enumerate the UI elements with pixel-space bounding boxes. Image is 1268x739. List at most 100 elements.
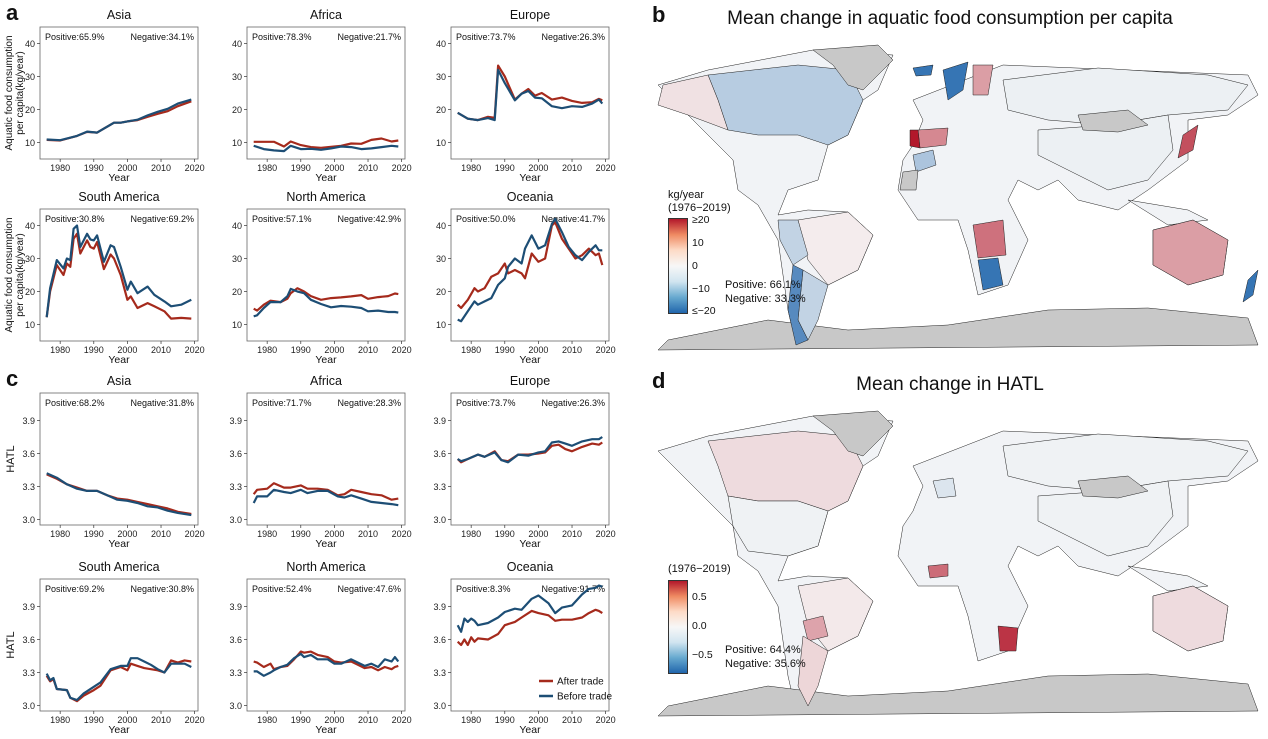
x-tick-label: 2020 <box>185 345 205 355</box>
plot-frame <box>246 208 406 342</box>
y-tick-label: 40 <box>436 221 446 231</box>
panel-label-d: d <box>652 368 666 393</box>
y-tick-label: 20 <box>436 287 446 297</box>
negative-annotation: Negative:31.8% <box>130 398 194 408</box>
x-tick-label: 2000 <box>324 345 344 355</box>
negative-annotation: Negative:91.7% <box>541 584 605 594</box>
chart-svg: Africa 3.0 3.3 3.6 3.9 1980 1990 2000 2010 2020 Ye… <box>229 374 411 550</box>
map-d-positive: Positive: 64.4% <box>725 644 801 656</box>
map-b-tick: ≤−20 <box>692 305 716 317</box>
x-tick-label: 2000 <box>117 163 137 173</box>
y-tick-label: 3.3 <box>229 482 242 492</box>
x-axis-label: Year <box>108 538 130 550</box>
x-tick-label: 2000 <box>324 163 344 173</box>
x-tick-label: 1980 <box>257 345 277 355</box>
chart-a-asia: Asia 10 20 30 40 1980 1990 2000 2010 2020 Year Aqua… <box>0 0 210 184</box>
country-russia <box>1002 67 1249 126</box>
country-iceland <box>912 64 934 77</box>
y-tick-label: 30 <box>25 254 35 264</box>
chart-title: Oceania <box>507 560 554 574</box>
country-argentina <box>797 635 829 707</box>
chart-title: North America <box>286 560 365 574</box>
x-axis-label: Year <box>108 354 130 366</box>
positive-annotation: Positive:50.0% <box>456 214 516 224</box>
map-b-title: Mean change in aquatic food consumption … <box>727 8 1173 29</box>
chart-svg: North America 10 20 30 40 1980 1990 2000 2010 202… <box>232 190 412 366</box>
map-b-positive: Positive: 66.1% <box>725 279 801 291</box>
x-tick-label: 2020 <box>596 163 616 173</box>
y-tick-label: 3.3 <box>433 668 446 678</box>
x-tick-label: 2010 <box>562 163 582 173</box>
y-tick-label: 3.6 <box>22 635 35 645</box>
before-trade-line <box>457 68 604 122</box>
x-tick-label: 2000 <box>324 529 344 539</box>
panel-label-a: a <box>6 0 19 25</box>
country-burkina-faso <box>927 563 949 579</box>
y-tick-label: 3.0 <box>22 701 35 711</box>
chart-svg: Oceania 10 20 30 40 1980 1990 2000 2010 2020 Year P… <box>436 190 616 366</box>
y-tick-label: 3.3 <box>22 668 35 678</box>
x-tick-label: 1980 <box>257 715 277 725</box>
chart-svg: South America 3.0 3.3 3.6 3.9 1980 1990 2000 201… <box>5 560 205 736</box>
after-trade-line <box>456 441 603 464</box>
after-trade-line <box>45 232 192 320</box>
map-b-tick: 0 <box>692 260 698 272</box>
y-tick-label: 3.9 <box>433 602 446 612</box>
y-tick-label: 30 <box>436 72 446 82</box>
y-tick-label: 10 <box>232 138 242 148</box>
positive-annotation: Positive:73.7% <box>456 398 516 408</box>
map-d-tick: 0.5 <box>692 591 707 603</box>
y-tick-label: 20 <box>25 287 35 297</box>
country-france <box>932 477 957 499</box>
y-tick-label: 30 <box>232 254 242 264</box>
positive-annotation: Positive:57.1% <box>252 214 312 224</box>
y-tick-label: 3.3 <box>229 668 242 678</box>
x-tick-label: 2020 <box>185 715 205 725</box>
x-tick-label: 1980 <box>257 529 277 539</box>
map-b-world <box>657 44 1259 351</box>
x-tick-label: 1990 <box>84 345 104 355</box>
country-australia <box>1152 585 1229 652</box>
positive-annotation: Positive:65.9% <box>45 32 105 42</box>
x-tick-label: 2020 <box>185 529 205 539</box>
map-b-legend-unit: kg/year <box>668 189 705 201</box>
country-bolivia <box>802 615 829 642</box>
before-trade-line <box>45 224 192 318</box>
x-tick-label: 1980 <box>461 163 481 173</box>
legend-after-label: After trade <box>557 677 604 688</box>
negative-annotation: Negative:69.2% <box>130 214 194 224</box>
x-tick-label: 2000 <box>117 715 137 725</box>
after-trade-line <box>456 608 603 647</box>
map-d-world <box>657 410 1259 717</box>
y-tick-label: 10 <box>436 138 446 148</box>
antarctica-region <box>657 307 1259 351</box>
country-russia <box>1002 433 1249 492</box>
before-trade-line <box>46 472 192 517</box>
positive-annotation: Positive:8.3% <box>456 584 511 594</box>
landmass-region <box>1127 565 1209 592</box>
x-axis-label: Year <box>315 354 337 366</box>
x-tick-label: 2010 <box>562 529 582 539</box>
country-japan <box>1177 124 1199 159</box>
y-tick-label: 10 <box>25 138 35 148</box>
country-western-sahara <box>899 169 919 191</box>
y-tick-label: 40 <box>232 39 242 49</box>
plot-frame <box>450 578 610 712</box>
x-tick-label: 2010 <box>358 163 378 173</box>
y-tick-label: 10 <box>436 320 446 330</box>
country-greenland <box>812 44 894 91</box>
y-tick-label: 3.9 <box>22 602 35 612</box>
after-trade-line <box>253 137 399 149</box>
x-tick-label: 1990 <box>291 163 311 173</box>
country-botswana <box>997 625 1019 652</box>
x-tick-label: 2020 <box>596 529 616 539</box>
country-australia <box>1152 219 1229 286</box>
y-tick-label: 20 <box>232 287 242 297</box>
country-alaska-usa <box>657 74 729 131</box>
x-tick-label: 1990 <box>291 715 311 725</box>
y-tick-label: 3.9 <box>433 416 446 426</box>
x-tick-label: 2010 <box>151 715 171 725</box>
plot-frame <box>246 26 406 160</box>
chart-title: North America <box>286 190 365 204</box>
map-d-colorbar <box>668 580 688 674</box>
